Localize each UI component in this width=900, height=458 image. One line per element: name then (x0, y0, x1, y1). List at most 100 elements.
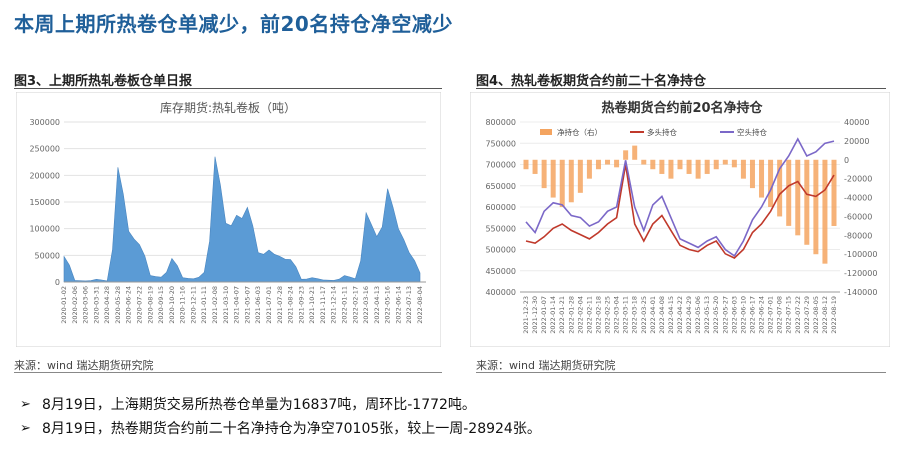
net-position-chart: 热卷期货合约前20名净持仓400000450000500000550000600… (469, 91, 891, 348)
left-figure-rule (14, 88, 442, 89)
x-tick-label: 2022-06-24 (758, 296, 766, 334)
net-position-bar (722, 159, 728, 165)
y-tick-label: 750000 (485, 139, 516, 148)
y-tick-label: 800000 (485, 118, 516, 127)
x-tick-label: 2020-08-19 (146, 286, 154, 324)
x-tick-label: 2022-03-18 (631, 296, 639, 334)
x-tick-label: 2021-03-10 (222, 286, 230, 324)
y2-tick-label: -20000 (844, 175, 872, 184)
net-position-bar (605, 159, 611, 165)
x-tick-label: 2020-05-28 (114, 286, 122, 324)
net-position-bar (659, 159, 665, 174)
x-tick-label: 2020-01-02 (60, 286, 68, 324)
net-position-bar (577, 159, 583, 193)
legend-label: 空头持仓 (737, 127, 767, 137)
bullet-list: ➢ 8月19日，上海期货交易所热卷仓单量为16837吨，周环比-1772吨。 ➢… (20, 392, 880, 440)
net-position-bar (532, 159, 538, 174)
y-tick-label: 200000 (29, 171, 60, 180)
x-tick-label: 2020-12-11 (189, 286, 197, 324)
y-tick-label: 600000 (485, 203, 516, 212)
x-tick-label: 2020-03-31 (92, 286, 100, 324)
y2-tick-label: -100000 (844, 250, 877, 259)
legend-label: 多头持仓 (647, 127, 677, 137)
net-position-bar (831, 159, 837, 226)
x-tick-label: 2022-01-14 (549, 296, 557, 334)
net-position-bar (677, 159, 683, 170)
y-tick-label: 250000 (29, 145, 60, 154)
x-tick-label: 2020-04-28 (103, 286, 111, 324)
y2-tick-label: 20000 (844, 137, 869, 146)
net-position-bar (768, 159, 774, 207)
x-tick-label: 2021-06-03 (254, 286, 262, 324)
x-tick-label: 2022-07-01 (767, 296, 775, 334)
net-position-bar (550, 159, 556, 198)
x-tick-label: 2021-12-23 (522, 296, 530, 334)
x-tick-label: 2022-02-17 (351, 286, 359, 324)
net-position-bar (686, 159, 692, 174)
y-tick-label: 650000 (485, 182, 516, 191)
chart-title: 热卷期货合约前20名净持仓 (601, 100, 763, 116)
bullet-item: ➢ 8月19日，上海期货交易所热卷仓单量为16837吨，周环比-1772吨。 (20, 392, 880, 416)
page-title: 本周上期所热卷仓单减少，前20名持仓净空减少 (14, 12, 453, 36)
right-source-rule (476, 372, 886, 373)
inventory-chart: 库存期货:热轧卷板（吨） 0 50000 100000 150000 200000 2500… (15, 91, 442, 348)
net-position-bar (650, 159, 656, 170)
net-position-bar (523, 159, 529, 170)
x-tick-label: 2022-06-17 (748, 296, 756, 334)
x-tick-label: 2021-05-07 (243, 286, 251, 324)
y2-tick-label: 0 (844, 156, 849, 165)
x-tick-label: 2020-02-06 (71, 286, 79, 324)
x-tick-label: 2020-11-16 (179, 286, 187, 324)
net-position-bar (595, 159, 601, 170)
x-tick-label: 2021-11-17 (319, 286, 327, 324)
net-position-bar (559, 159, 565, 207)
net-position-bar (541, 159, 547, 189)
x-tick-label: 2021-07-28 (276, 286, 284, 324)
net-position-bar (586, 159, 592, 179)
x-tick-label: 2022-01-21 (558, 296, 566, 334)
net-position-bar (813, 159, 819, 255)
chart-title: 库存期货:热轧卷板（吨） (160, 100, 296, 115)
x-tick-label: 2022-05-27 (721, 296, 729, 334)
net-position-bar (740, 159, 746, 179)
net-position-bar (641, 159, 647, 165)
x-tick-label: 2022-03-16 (362, 286, 370, 324)
x-tick-label: 2022-04-08 (658, 296, 666, 334)
x-tick-label: 2020-10-20 (168, 286, 176, 324)
x-tick-label: 2022-04-13 (373, 286, 381, 324)
y2-tick-label: -140000 (844, 288, 877, 297)
x-tick-label: 2022-06-03 (730, 296, 738, 334)
net-position-bar (759, 159, 765, 198)
x-tick-label: 2022-01-28 (567, 296, 575, 334)
x-tick-label: 2022-02-18 (594, 296, 602, 334)
x-tick-label: 2021-04-07 (233, 286, 241, 324)
right-figure-rule (476, 88, 886, 89)
net-position-bar (731, 159, 737, 168)
y2-tick-label: -120000 (844, 269, 877, 278)
y-tick-label: 150000 (29, 198, 60, 207)
y-tick-label: 550000 (485, 224, 516, 233)
x-tick-label: 2022-08-19 (830, 296, 838, 334)
y2-tick-label: -40000 (844, 194, 872, 203)
net-position-bar (632, 145, 638, 160)
net-position-bar (623, 150, 629, 160)
net-position-bar (804, 159, 810, 245)
net-position-bar (786, 159, 792, 226)
y-tick-label: 50000 (35, 251, 60, 260)
net-position-bar (704, 159, 710, 174)
x-tick-label: 2022-07-08 (776, 296, 784, 334)
y-tick-label: 450000 (485, 267, 516, 276)
left-source-rule (14, 372, 442, 373)
left-chart-panel: 库存期货:热轧卷板（吨） 0 50000 100000 150000 200000 2500… (15, 91, 442, 348)
y2-tick-label: -60000 (844, 212, 872, 221)
bullet-item: ➢ 8月19日，热卷期货合约前二十名净持仓为净空70105张，较上一周-2892… (20, 416, 880, 440)
x-tick-label: 2021-07-01 (265, 286, 273, 324)
y-tick-label: 100000 (29, 225, 60, 234)
arrow-bullet-icon: ➢ (20, 420, 31, 436)
x-tick-label: 2022-03-11 (622, 296, 630, 334)
x-tick-label: 2022-05-06 (694, 296, 702, 334)
x-tick-label: 2022-02-04 (576, 296, 584, 334)
x-tick-label: 2022-03-25 (640, 296, 648, 334)
x-tick-label: 2021-02-08 (211, 286, 219, 324)
x-tick-label: 2022-04-22 (676, 296, 684, 334)
